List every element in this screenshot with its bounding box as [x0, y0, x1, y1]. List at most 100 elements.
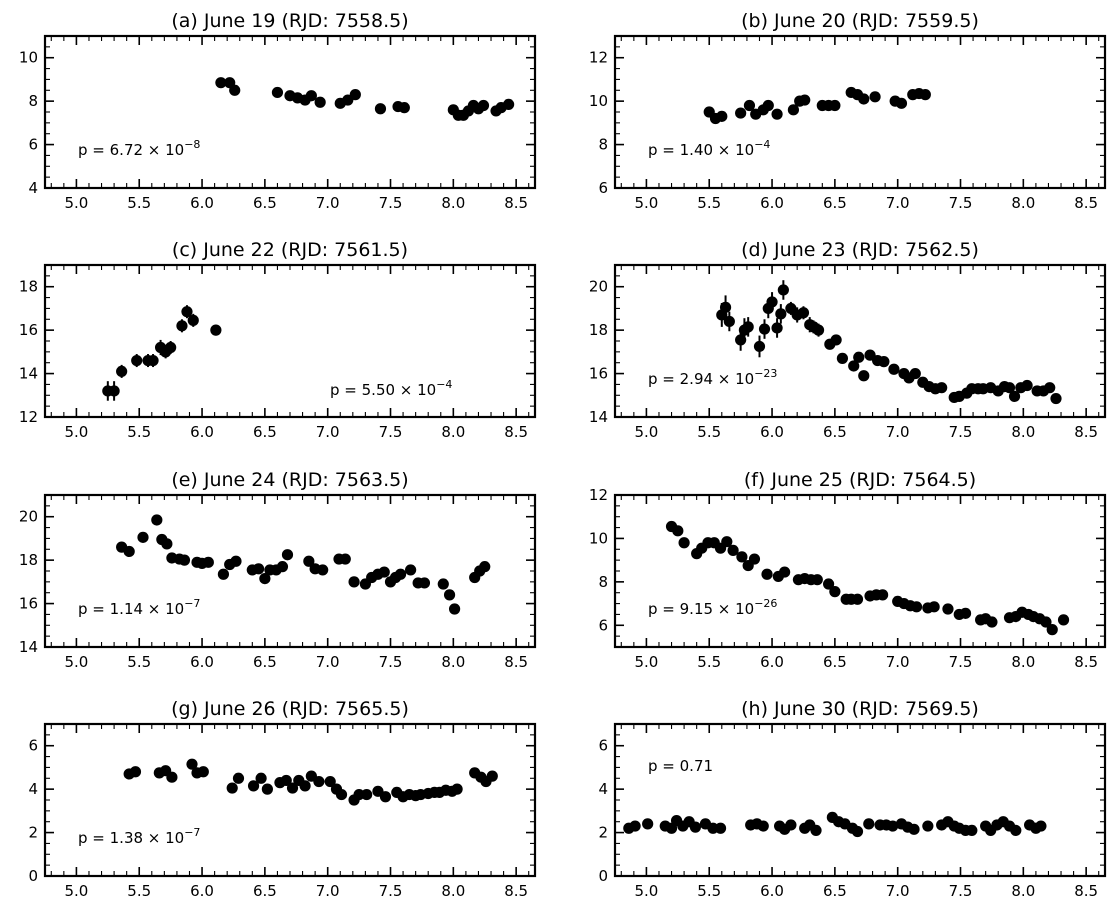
- y-tick-label: 10: [589, 529, 608, 547]
- data-point: [642, 818, 654, 830]
- x-tick-label: 5.0: [634, 194, 658, 212]
- data-point: [176, 320, 188, 332]
- data-point: [116, 365, 128, 377]
- data-point: [858, 370, 870, 382]
- x-tick-label: 5.5: [127, 882, 151, 900]
- data-point: [799, 94, 811, 106]
- x-tick-label: 6.0: [760, 423, 784, 441]
- data-point: [281, 549, 294, 561]
- data-point: [761, 568, 773, 580]
- panel-a: (a) June 19 (RJD: 7558.5) 5.0 5.5 6.0 6.5 7.0…: [19, 10, 537, 212]
- data-point: [858, 93, 870, 105]
- data-point: [966, 824, 978, 837]
- x-tick-label: 8.0: [1011, 882, 1035, 900]
- data-point: [928, 601, 940, 613]
- y-tick-label: 6: [598, 616, 608, 634]
- data-point: [1035, 820, 1047, 832]
- data-point: [743, 99, 756, 112]
- data-point: [922, 820, 934, 832]
- data-point: [830, 334, 842, 346]
- data-point: [771, 322, 783, 334]
- data-point: [215, 77, 227, 89]
- data-point: [398, 102, 410, 114]
- data-point: [1046, 624, 1058, 636]
- data-point: [1057, 614, 1070, 626]
- data-point: [775, 308, 787, 320]
- panel-title: (e) June 24 (RJD: 7563.5): [171, 469, 408, 491]
- data-point: [908, 823, 920, 835]
- y-tick-label: 8: [28, 92, 38, 110]
- y-tick-label: 16: [589, 365, 608, 383]
- data-point: [405, 564, 417, 576]
- x-tick-label: 5.5: [127, 423, 151, 441]
- x-tick-label: 7.0: [886, 194, 910, 212]
- data-point: [255, 772, 267, 784]
- panel-d: (d) June 23 (RJD: 7562.5) 5.0 5.5 6.0 6.5 7.0…: [589, 239, 1107, 441]
- data-point: [919, 89, 931, 101]
- data-point: [1044, 382, 1056, 394]
- y-tick-label: 16: [19, 321, 38, 339]
- data-point: [379, 791, 392, 803]
- panel-f: (f) June 25 (RJD: 7564.5) 5.0 5.5 6.0 6.5 7.0…: [589, 469, 1107, 671]
- x-tick-label: 6.0: [190, 423, 214, 441]
- data-point: [851, 825, 864, 838]
- data-point: [853, 351, 865, 363]
- x-tick-label: 6.0: [760, 882, 784, 900]
- x-tick-label: 5.0: [634, 882, 658, 900]
- axes-frame: [613, 34, 1107, 190]
- data-point: [869, 91, 881, 103]
- data-point: [812, 324, 825, 336]
- data-point: [714, 822, 727, 834]
- data-point: [959, 607, 972, 619]
- data-point: [735, 107, 747, 119]
- x-tick-label: 6.5: [823, 653, 847, 671]
- data-point: [394, 568, 407, 580]
- x-tick-label: 6.5: [253, 194, 277, 212]
- data-point: [247, 780, 260, 792]
- data-point: [187, 314, 199, 326]
- data-point: [378, 566, 390, 578]
- data-point: [503, 98, 515, 110]
- x-tick-label: 6.5: [253, 653, 277, 671]
- x-tick-label: 6.0: [760, 194, 784, 212]
- data-point: [147, 354, 159, 367]
- p-value-annotation: p = 0.71: [648, 757, 713, 775]
- axes-frame: [43, 493, 537, 649]
- x-tick-label: 6.0: [190, 194, 214, 212]
- y-tick-label: 18: [19, 278, 38, 296]
- x-tick-label: 7.5: [379, 653, 403, 671]
- data-point: [723, 315, 735, 328]
- p-value-annotation: p = 9.15 × 10−26: [648, 597, 777, 618]
- data-point: [339, 553, 351, 565]
- data-point: [762, 99, 774, 112]
- x-tick-label: 5.5: [697, 423, 721, 441]
- y-tick-label: 14: [19, 365, 38, 383]
- x-tick-label: 8.0: [441, 194, 465, 212]
- y-tick-label: 6: [598, 179, 608, 197]
- x-tick-label: 7.0: [316, 423, 340, 441]
- data-point: [303, 555, 315, 567]
- data-point: [797, 307, 810, 319]
- x-tick-label: 7.0: [886, 653, 910, 671]
- data-point: [479, 561, 491, 573]
- panel-g: (g) June 26 (RJD: 7565.5) 5.0 5.5 6.0 6.5 7.0…: [28, 698, 537, 900]
- data-point: [259, 573, 271, 585]
- panel-title: (c) June 22 (RJD: 7561.5): [172, 239, 408, 261]
- data-point: [811, 574, 823, 586]
- data-point: [779, 566, 791, 578]
- data-point: [280, 774, 292, 787]
- y-tick-label: 18: [19, 551, 38, 569]
- data-point: [986, 616, 998, 628]
- data-point: [129, 766, 142, 778]
- y-tick-label: 12: [19, 408, 38, 426]
- data-point: [727, 544, 739, 556]
- data-point: [836, 352, 849, 364]
- x-tick-label: 6.0: [760, 653, 784, 671]
- p-value-annotation: p = 1.14 × 10−7: [78, 597, 200, 618]
- data-point: [232, 772, 245, 784]
- x-tick-label: 5.5: [697, 882, 721, 900]
- x-tick-label: 8.0: [1011, 423, 1035, 441]
- data-point: [166, 771, 178, 783]
- x-tick-label: 7.5: [949, 423, 973, 441]
